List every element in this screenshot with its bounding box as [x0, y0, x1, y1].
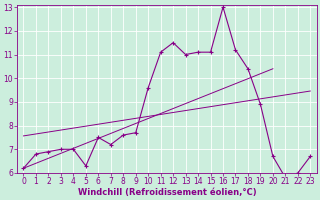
X-axis label: Windchill (Refroidissement éolien,°C): Windchill (Refroidissement éolien,°C) [77, 188, 256, 197]
